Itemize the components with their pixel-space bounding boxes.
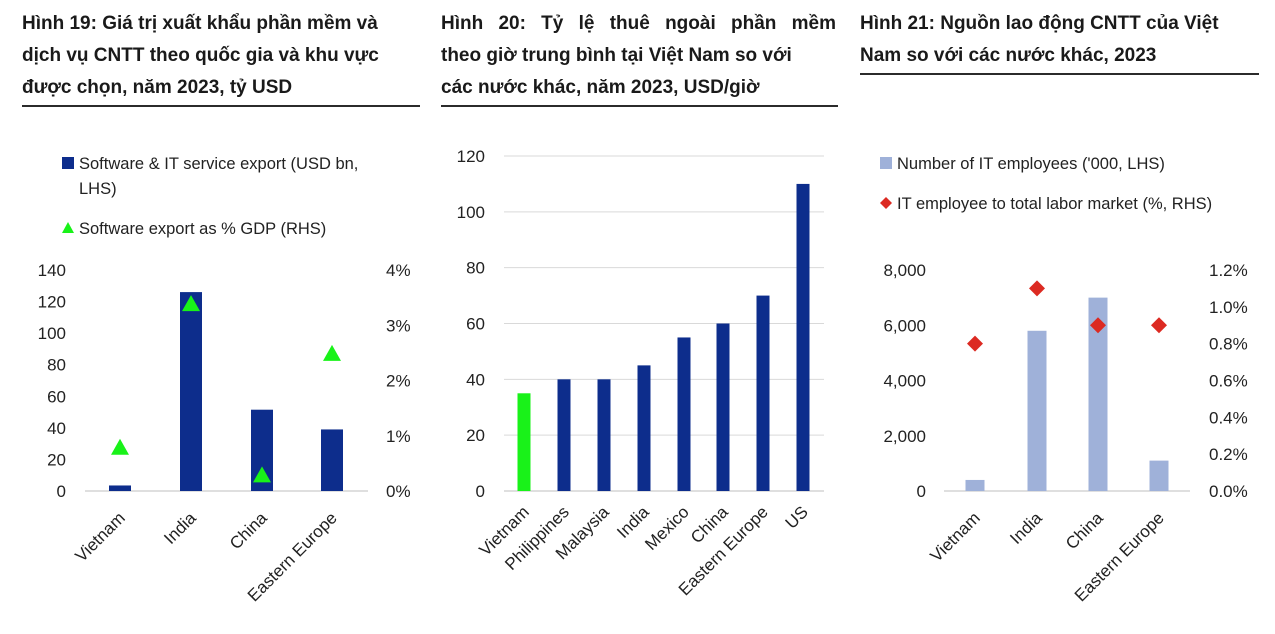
- figure-21-right-tick-label: 0.6%: [1209, 372, 1248, 391]
- figure-21-rhs-point: [1151, 317, 1167, 334]
- figure-20-x-tick-label: US: [782, 502, 812, 532]
- figure-19-legend-label: Software & IT service export (USD bn,: [79, 155, 358, 173]
- figure-21-title-rule: [860, 73, 1259, 75]
- figure-20-left-tick-label: 120: [457, 147, 485, 166]
- figure-21-right-tick-label: 1.0%: [1209, 298, 1248, 317]
- figure-19-left-tick-label: 20: [47, 450, 66, 469]
- figure-21-legend-label: Number of IT employees ('000, LHS): [897, 155, 1165, 173]
- figure-21-panel: Hình 21: Nguồn lao động CNTT của Việt Na…: [860, 0, 1259, 634]
- figure-19-bar: [109, 485, 131, 491]
- figure-19-title: Hình 19: Giá trị xuất khẩu phần mềm và d…: [22, 8, 379, 104]
- figure-20-bar: [756, 295, 770, 491]
- figure-21-x-tick-label: India: [1006, 508, 1046, 548]
- figure-21-bar: [1027, 330, 1047, 491]
- figure-21-left-tick-label: 4,000: [883, 372, 926, 391]
- figure-19-rhs-point: [323, 344, 341, 361]
- figure-20-left-tick-label: 80: [466, 259, 485, 278]
- figure-21-rhs-point: [1029, 280, 1045, 297]
- figure-19-rhs-point: [182, 295, 200, 312]
- figure-21-bar: [1088, 297, 1108, 491]
- figure-19-x-tick-label: Vietnam: [72, 508, 129, 565]
- figure-20-bar: [517, 393, 531, 491]
- figure-19-x-tick-label: India: [160, 508, 200, 548]
- figure-21-title-line: Nam so với các nước khác, 2023: [860, 45, 1157, 66]
- figure-20-title-line: Hình 20: Tỷ lệ thuê ngoài phần mềm: [441, 13, 836, 34]
- figure-21-title-line: Hình 21: Nguồn lao động CNTT của Việt: [860, 13, 1219, 34]
- figure-21-right-tick-label: 0.0%: [1209, 482, 1248, 501]
- figure-21-x-tick-label: China: [1062, 508, 1107, 553]
- figure-19-bar: [180, 292, 202, 491]
- figure-20-bar: [637, 365, 651, 491]
- figure-19-left-tick-label: 0: [57, 482, 66, 501]
- figure-20-title-line: theo giờ trung bình tại Việt Nam so với: [441, 45, 792, 66]
- figure-20-title-rule: [441, 105, 838, 107]
- figure-19-bar: [321, 429, 343, 491]
- figure-20-left-tick-label: 40: [466, 370, 485, 389]
- figure-19-left-tick-label: 60: [47, 387, 66, 406]
- figure-20-bar: [677, 337, 691, 491]
- figure-19-title-line: được chọn, năm 2023, tỷ USD: [22, 77, 293, 98]
- figure-19-legend-label: Software export as % GDP (RHS): [79, 220, 326, 238]
- figure-19-bar: [251, 409, 273, 491]
- figure-19-title-line: Hình 19: Giá trị xuất khẩu phần mềm và: [22, 13, 378, 34]
- figure-19-right-tick-label: 4%: [386, 261, 411, 280]
- figure-21-rhs-point: [967, 335, 983, 352]
- figure-19-left-tick-label: 40: [47, 419, 66, 438]
- figure-19-right-tick-label: 1%: [386, 427, 411, 446]
- figure-21-legend-marker: [880, 157, 892, 169]
- figure-20-bar: [557, 379, 571, 491]
- figure-21-left-tick-label: 6,000: [883, 316, 926, 335]
- figure-19-legend-label: LHS): [79, 180, 117, 198]
- figure-19-left-tick-label: 80: [47, 356, 66, 375]
- figure-19-rhs-point: [253, 466, 271, 483]
- figure-19-legend-marker: [62, 222, 74, 233]
- figure-19-left-tick-label: 140: [38, 261, 66, 280]
- figure-19-rhs-point: [111, 438, 129, 455]
- figure-21-legend-label: IT employee to total labor market (%, RH…: [897, 195, 1212, 213]
- figure-20-left-tick-label: 60: [466, 315, 485, 334]
- figure-19-right-tick-label: 0%: [386, 482, 411, 501]
- figure-19-legend-marker: [62, 157, 74, 169]
- figure-20-x-tick-label: Mexico: [641, 502, 693, 554]
- figure-20-bar: [796, 183, 810, 491]
- figure-20-bar: [716, 323, 730, 491]
- figure-21-bar: [965, 479, 985, 491]
- figure-21-left-tick-label: 2,000: [883, 427, 926, 446]
- figure-21-bar: [1149, 460, 1169, 491]
- figure-20-left-tick-label: 20: [466, 426, 485, 445]
- figure-21-left-tick-label: 0: [917, 482, 926, 501]
- figure-19-title-line: dịch vụ CNTT theo quốc gia và khu vực: [22, 45, 379, 66]
- figure-20-panel: Hình 20: Tỷ lệ thuê ngoài phần mềm theo …: [441, 0, 838, 634]
- figure-21-right-tick-label: 0.8%: [1209, 335, 1248, 354]
- figure-21-right-tick-label: 1.2%: [1209, 261, 1248, 280]
- figure-20-title: Hình 20: Tỷ lệ thuê ngoài phần mềm theo …: [441, 8, 836, 104]
- figure-19-x-tick-label: China: [226, 508, 271, 553]
- figure-19-right-tick-label: 3%: [386, 316, 411, 335]
- figure-19-panel: Hình 19: Giá trị xuất khẩu phần mềm và d…: [22, 0, 420, 634]
- figure-19-right-tick-label: 2%: [386, 372, 411, 391]
- figure-21-left-tick-label: 8,000: [883, 261, 926, 280]
- figure-21-rhs-point: [1090, 317, 1106, 334]
- figure-19-left-tick-label: 120: [38, 293, 66, 312]
- figure-21-legend-marker: [880, 197, 892, 209]
- figure-20-bar: [597, 379, 611, 491]
- figure-21-right-tick-label: 0.2%: [1209, 445, 1248, 464]
- figure-20-title-line: các nước khác, năm 2023, USD/giờ: [441, 77, 760, 98]
- figure-19-left-tick-label: 100: [38, 324, 66, 343]
- figure-20-left-tick-label: 100: [457, 203, 485, 222]
- figure-19-title-rule: [22, 105, 420, 107]
- figure-21-x-tick-label: Vietnam: [927, 508, 984, 565]
- figure-21-title: Hình 21: Nguồn lao động CNTT của Việt Na…: [860, 8, 1219, 72]
- figure-20-left-tick-label: 0: [476, 482, 485, 501]
- figure-21-right-tick-label: 0.4%: [1209, 408, 1248, 427]
